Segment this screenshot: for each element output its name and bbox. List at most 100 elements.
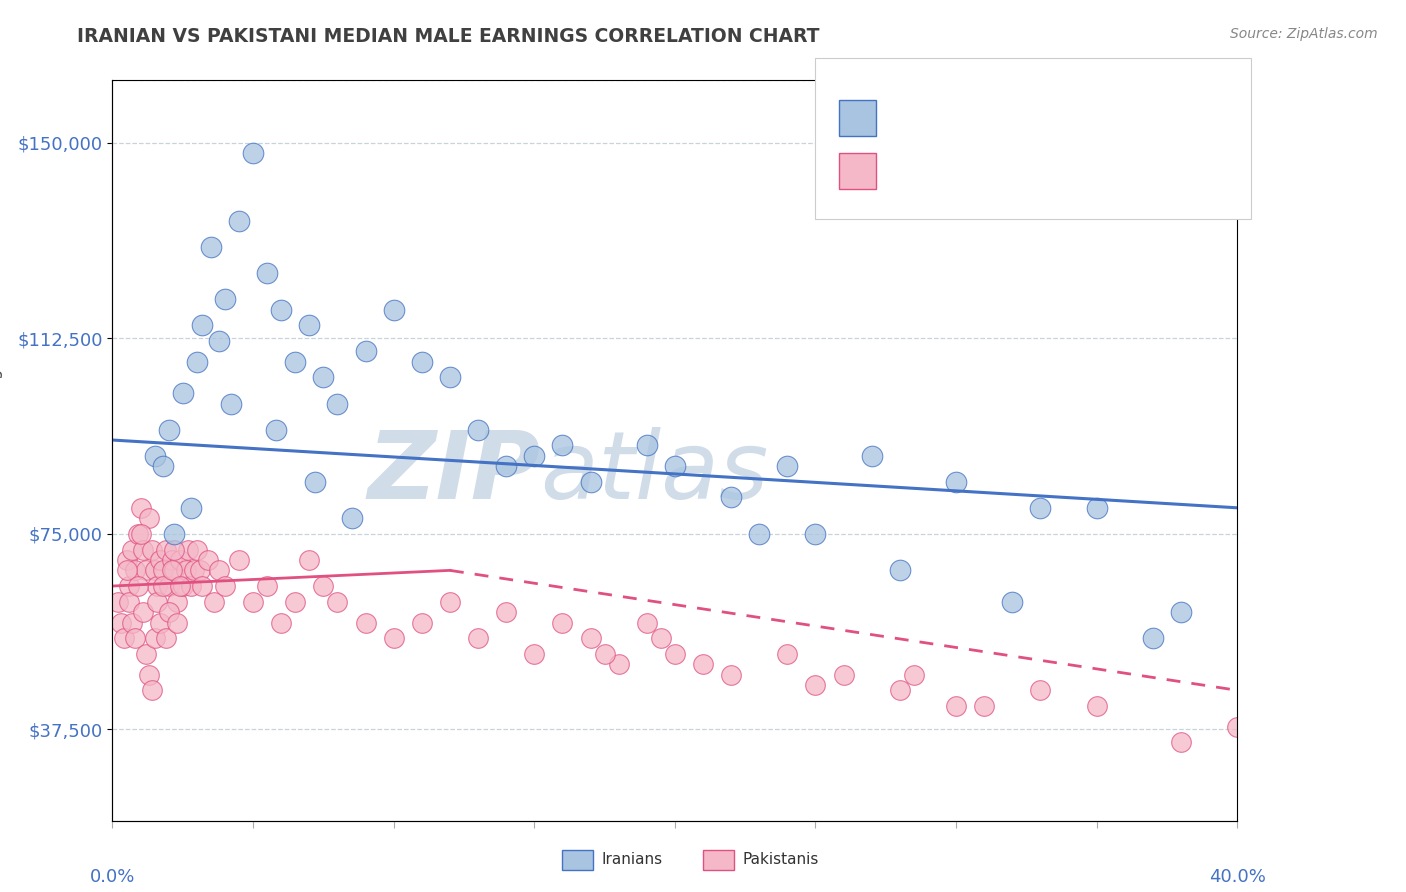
Point (382, 302, 405, 317)
Point (270, 302, 292, 317)
Point (284, 595, 307, 609)
Text: 0.0%: 0.0% (90, 868, 135, 886)
Point (579, 475, 602, 489)
Point (495, 459, 517, 474)
Point (264, 423, 287, 437)
Point (692, 657, 714, 672)
Point (1029, 500, 1052, 515)
Point (312, 370, 335, 384)
Point (242, 146, 264, 161)
Point (650, 631, 672, 645)
Point (138, 511, 160, 525)
Point (152, 459, 174, 474)
Point (155, 542, 177, 557)
Point (183, 563, 205, 577)
Point (127, 527, 149, 541)
Point (202, 595, 225, 609)
Point (191, 318, 214, 333)
Point (186, 355, 208, 369)
Point (298, 553, 321, 567)
Text: Pakistanis: Pakistanis (742, 853, 818, 867)
Y-axis label: Median Male Earnings: Median Male Earnings (0, 359, 3, 541)
Point (1001, 595, 1024, 609)
Text: atlas: atlas (540, 427, 768, 518)
Point (141, 542, 163, 557)
Point (219, 396, 242, 410)
Point (166, 615, 188, 630)
Point (129, 500, 152, 515)
Point (228, 553, 250, 567)
Point (127, 579, 149, 593)
Point (177, 542, 200, 557)
Point (607, 657, 630, 672)
Point (186, 542, 208, 557)
Point (439, 370, 461, 384)
Point (326, 396, 349, 410)
Point (143, 563, 166, 577)
Point (143, 449, 166, 463)
Point (197, 553, 219, 567)
Point (141, 683, 163, 698)
Point (188, 563, 211, 577)
Point (228, 214, 250, 228)
Point (118, 595, 141, 609)
Point (115, 553, 138, 567)
Point (180, 500, 202, 515)
Point (860, 449, 883, 463)
Point (132, 605, 155, 619)
Point (157, 579, 180, 593)
Point (208, 563, 231, 577)
Point (112, 631, 135, 645)
Point (804, 527, 827, 541)
Point (523, 449, 546, 463)
Point (304, 475, 326, 489)
Point (172, 579, 194, 593)
Point (157, 605, 180, 619)
Point (593, 647, 616, 661)
Point (748, 527, 770, 541)
Point (1085, 500, 1108, 515)
Point (945, 698, 967, 713)
Point (143, 631, 166, 645)
Point (149, 553, 172, 567)
Point (467, 631, 489, 645)
Point (256, 266, 278, 280)
Point (191, 579, 214, 593)
Point (135, 647, 157, 661)
Point (1029, 683, 1052, 698)
Point (155, 631, 177, 645)
Point (166, 595, 188, 609)
Text: 40.0%: 40.0% (1209, 868, 1265, 886)
Point (124, 631, 146, 645)
Point (242, 595, 264, 609)
Point (1170, 735, 1192, 749)
Point (152, 579, 174, 593)
Point (124, 563, 146, 577)
Point (903, 667, 925, 681)
Text: R = -0.065: R = -0.065 (890, 162, 995, 180)
Point (354, 615, 377, 630)
Point (135, 563, 157, 577)
Point (1142, 631, 1164, 645)
Point (298, 318, 321, 333)
Point (382, 631, 405, 645)
Text: R =  -0.133: R = -0.133 (890, 109, 1002, 127)
Point (411, 355, 433, 369)
Point (551, 438, 574, 452)
Point (832, 667, 855, 681)
Point (523, 647, 546, 661)
Point (146, 579, 169, 593)
Point (354, 344, 377, 359)
Point (326, 595, 349, 609)
Point (214, 292, 236, 306)
Point (973, 698, 995, 713)
Point (804, 678, 827, 692)
Point (200, 240, 222, 254)
Point (551, 615, 574, 630)
Point (945, 475, 967, 489)
Point (115, 563, 138, 577)
Text: ZIP: ZIP (367, 426, 540, 518)
Point (160, 563, 183, 577)
Point (636, 615, 658, 630)
Point (664, 459, 686, 474)
